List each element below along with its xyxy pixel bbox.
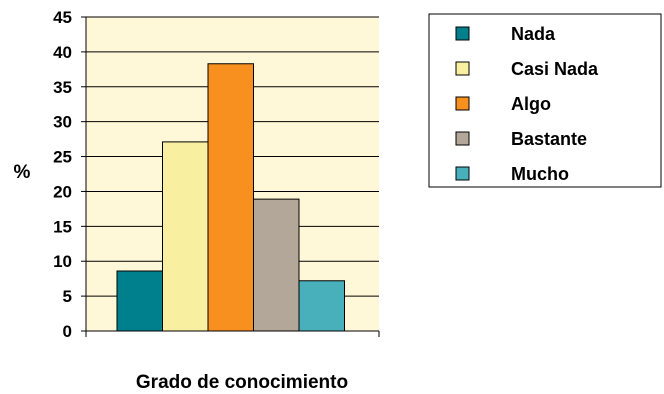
legend-label: Casi Nada [511,59,599,79]
y-tick-label: 15 [53,217,72,236]
y-tick-label: 20 [53,182,72,201]
bar-nada [116,270,163,332]
legend-swatch [455,166,470,181]
legend-swatch [455,96,470,111]
y-tick-labels: 0 5 10 15 20 25 30 35 40 45 [53,8,72,341]
y-tick-label: 5 [63,287,72,306]
legend: Nada Casi Nada Algo Bastante Mucho [428,13,662,188]
legend-swatch [455,131,470,146]
bar-casi-nada [162,141,209,332]
legend-label: Nada [511,24,556,44]
y-tick-label: 10 [53,252,72,271]
bar-bastante [253,198,300,332]
legend-swatch [455,26,470,41]
y-tick-label: 25 [53,148,72,167]
y-tick-label: 40 [53,43,72,62]
legend-swatch [455,61,470,76]
legend-label: Bastante [511,129,587,149]
y-tick-label: 30 [53,113,72,132]
bar-algo [207,63,254,332]
axes [81,16,380,337]
bar-mucho [298,280,345,332]
legend-label: Algo [511,94,551,114]
y-tick-label: 35 [53,78,72,97]
legend-label: Mucho [511,164,569,184]
bars [116,63,345,332]
y-tick-label: 45 [53,8,72,27]
y-tick-label: 0 [63,322,72,341]
y-axis-label: % [14,162,31,183]
x-axis-label: Grado de conocimiento [136,372,348,393]
